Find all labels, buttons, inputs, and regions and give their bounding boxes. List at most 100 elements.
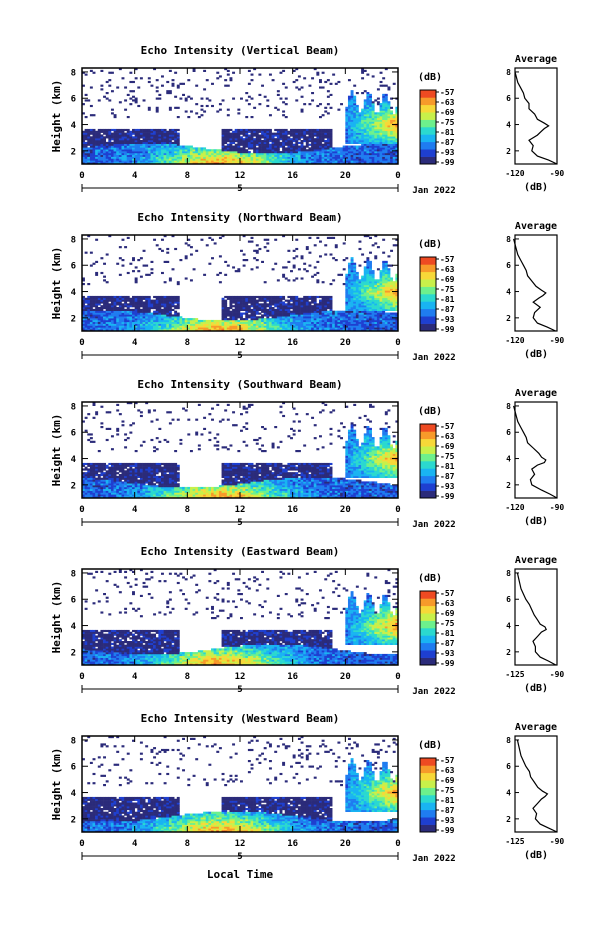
heatmap-cell: [358, 312, 362, 315]
heatmap-cell: [282, 325, 286, 328]
heatmap-cell: [203, 154, 207, 157]
heatmap-cell: [347, 308, 351, 311]
heatmap-cell: [355, 127, 359, 130]
heatmap-cell: [121, 162, 125, 165]
heatmap-cell: [134, 68, 138, 71]
heatmap-cell: [392, 162, 396, 165]
heatmap-cell: [324, 149, 328, 152]
heatmap-cell: [282, 151, 286, 154]
heatmap-cell: [274, 314, 278, 317]
heatmap-cell: [118, 295, 122, 299]
heatmap-cell: [358, 299, 362, 302]
heatmap-cell: [110, 316, 114, 319]
heatmap-cell: [179, 327, 183, 330]
heatmap-cell: [95, 316, 99, 319]
heatmap-cell: [282, 69, 286, 72]
heatmap-cell: [161, 327, 164, 330]
heatmap-cell: [234, 158, 238, 161]
heatmap-cell: [129, 305, 133, 308]
heatmap-cell: [311, 92, 315, 95]
heatmap-cell: [371, 277, 375, 280]
heatmap-cell: [145, 297, 149, 300]
heatmap-cell: [282, 316, 286, 319]
heatmap-cell: [324, 308, 328, 311]
heatmap-cell: [387, 130, 391, 133]
heatmap-cell: [226, 147, 230, 150]
heatmap-cell: [279, 145, 283, 148]
heatmap-cell: [100, 318, 104, 321]
heatmap-cell: [247, 147, 251, 150]
heatmap-cell: [263, 136, 267, 139]
heatmap-cell: [366, 268, 370, 271]
heatmap-cell: [361, 299, 365, 302]
heatmap-cell: [390, 154, 394, 157]
heatmap-cell: [124, 134, 128, 137]
heatmap-cell: [232, 308, 236, 311]
heatmap-cell: [100, 312, 104, 315]
heatmap-cell: [258, 162, 262, 165]
heatmap-cell: [139, 140, 143, 143]
heatmap-cell: [361, 138, 365, 141]
heatmap-cell: [374, 281, 378, 284]
heatmap-cell: [100, 143, 104, 146]
heatmap-cell: [295, 238, 299, 241]
heatmap-cell: [218, 156, 222, 159]
heatmap-cell: [147, 132, 151, 135]
heatmap-cell: [237, 310, 241, 313]
heatmap-cell: [250, 236, 254, 239]
heatmap-cell: [376, 143, 380, 146]
heatmap-cell: [139, 158, 143, 161]
heatmap-cell: [363, 312, 367, 315]
heatmap-cell: [305, 301, 309, 304]
heatmap-cell: [174, 156, 178, 159]
heatmap-cell: [276, 299, 280, 302]
heatmap-cell: [329, 130, 333, 133]
heatmap-cell: [266, 149, 270, 152]
heatmap-cell: [168, 134, 172, 137]
heatmap-cell: [224, 162, 228, 165]
heatmap-cell: [218, 108, 222, 111]
heatmap-cell: [363, 145, 367, 148]
heatmap-cell: [376, 140, 380, 143]
heatmap-cell: [113, 323, 117, 326]
heatmap-cell: [161, 312, 164, 315]
heatmap-cell: [376, 160, 380, 163]
heatmap-cell: [384, 119, 388, 122]
heatmap-cell: [166, 251, 170, 254]
heatmap-cell: [108, 319, 112, 323]
heatmap-cell: [316, 140, 320, 143]
y-tick-label: 6: [71, 95, 76, 105]
heatmap-cell: [353, 295, 357, 299]
heatmap-cell: [329, 305, 333, 308]
heatmap-cell: [376, 88, 380, 91]
heatmap-cell: [311, 77, 315, 80]
heatmap-cell: [279, 71, 283, 74]
heatmap-cell: [250, 162, 254, 165]
heatmap-cell: [374, 130, 378, 133]
heatmap-cell: [379, 160, 383, 163]
heatmap-cell: [371, 121, 375, 124]
heatmap-cell: [263, 156, 267, 159]
heatmap-cell: [237, 312, 241, 315]
heatmap-cell: [347, 95, 351, 98]
heatmap-cell: [321, 301, 325, 304]
heatmap-cell: [153, 140, 157, 143]
heatmap-cell: [340, 314, 343, 317]
heatmap-cell: [382, 106, 386, 109]
heatmap-cell: [313, 140, 317, 143]
heatmap-cell: [326, 318, 330, 321]
heatmap-cell: [229, 316, 233, 319]
heatmap-cell: [84, 128, 88, 132]
heatmap-cell: [200, 152, 204, 156]
heatmap-cell: [337, 323, 341, 326]
heatmap-cell: [232, 162, 236, 165]
heatmap-cell: [290, 270, 293, 273]
heatmap-cell: [205, 154, 209, 157]
heatmap-cell: [242, 132, 246, 135]
heatmap-cell: [263, 160, 267, 163]
heatmap-cell: [300, 134, 304, 137]
heatmap-cell: [95, 303, 99, 306]
heatmap-cell: [245, 128, 249, 132]
heatmap-cell: [361, 312, 365, 315]
heatmap-cell: [329, 314, 333, 317]
